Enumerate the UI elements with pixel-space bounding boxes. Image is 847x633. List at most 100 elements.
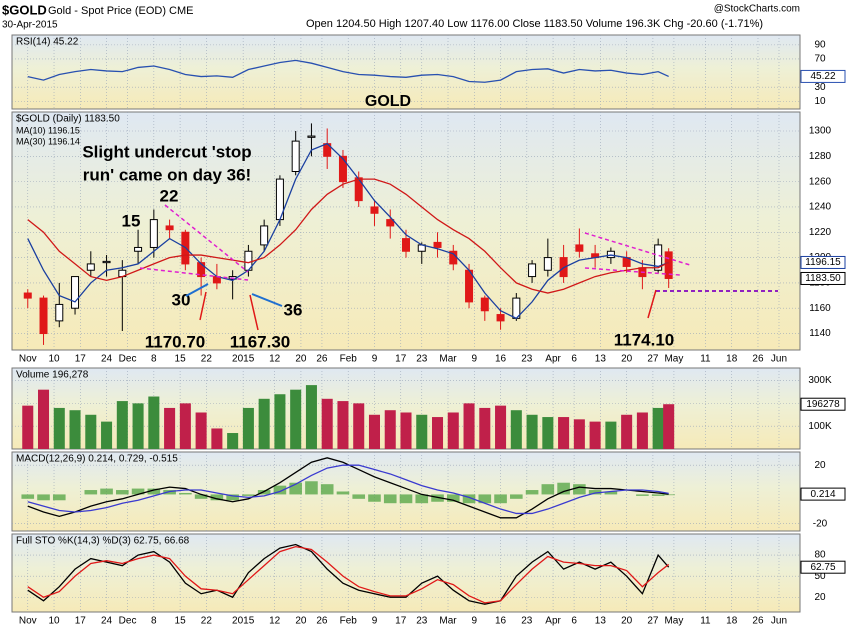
- x-tick-label: 12: [269, 354, 281, 365]
- histogram-bar: [494, 494, 507, 504]
- histogram-bar: [100, 488, 113, 495]
- volume-bar: [353, 403, 365, 449]
- panel-title: MACD(12,26,9) 0.214, 0.729, -0.515: [16, 454, 178, 465]
- volume-bar: [463, 403, 475, 449]
- panel-title: RSI(14) 45.22: [16, 37, 79, 48]
- volume-bar: [432, 417, 444, 449]
- histogram-bar: [320, 484, 334, 495]
- x-tick-label: 12: [269, 616, 281, 627]
- volume-bar: [38, 389, 50, 449]
- volume-bar: [148, 396, 160, 449]
- x-tick-label: 13: [595, 354, 607, 365]
- x-tick-label: 26: [316, 354, 328, 365]
- histogram-bar: [651, 494, 665, 496]
- x-tick-label: 6: [571, 354, 577, 365]
- last-value-label: 45.22: [810, 71, 835, 82]
- volume-bar: [663, 404, 675, 449]
- volume-bar: [337, 401, 349, 449]
- candle-body: [664, 251, 673, 279]
- volume-bar: [274, 394, 286, 449]
- panel-title: Volume 196,278: [16, 370, 89, 381]
- candle-body: [23, 292, 32, 299]
- x-tick-label: 26: [316, 616, 328, 627]
- candle-body: [465, 269, 474, 303]
- histogram-bar: [399, 494, 413, 504]
- annotation: Slight undercut 'stop: [82, 142, 251, 161]
- annotation: 15: [122, 211, 141, 230]
- y-tick-label: 1300: [809, 126, 832, 137]
- x-tick-label: 20: [295, 616, 307, 627]
- x-tick-label: 8: [151, 354, 157, 365]
- volume-bar: [101, 421, 113, 449]
- series-line: [27, 457, 669, 519]
- candle-body: [197, 262, 206, 278]
- series-line: [27, 178, 669, 294]
- y-tick-label: 50: [814, 571, 826, 582]
- histogram-bar: [446, 494, 460, 502]
- histogram-bar: [478, 494, 492, 504]
- histogram-bar: [525, 490, 539, 495]
- candle-body: [291, 140, 300, 172]
- x-tick-label: 2015: [232, 616, 255, 627]
- histogram-bar: [415, 494, 429, 504]
- volume-bar: [416, 414, 428, 449]
- volume-bar: [227, 433, 239, 449]
- x-tick-label: 23: [416, 616, 428, 627]
- volume-bar: [242, 407, 254, 449]
- x-tick-label: 10: [48, 354, 60, 365]
- x-tick-label: 26: [752, 616, 764, 627]
- volume-bar: [479, 407, 491, 449]
- last-value-box: [800, 397, 846, 411]
- x-tick-label: Jun: [771, 616, 787, 627]
- volume-bar: [621, 414, 633, 449]
- histogram-bar: [21, 494, 35, 499]
- volume-bar: [290, 389, 302, 449]
- x-tick-label: 9: [372, 354, 378, 365]
- x-tick-label: 26: [752, 354, 764, 365]
- volume-bar: [179, 403, 191, 449]
- x-tick-label: Nov: [19, 616, 37, 627]
- legend-entry: MA(10) 1196.15: [16, 125, 80, 135]
- x-tick-label: Mar: [439, 616, 457, 627]
- histogram-bar: [636, 494, 649, 496]
- volume-bar: [400, 412, 412, 449]
- last-value-label: 62.75: [810, 562, 835, 573]
- x-tick-label: 13: [595, 616, 607, 627]
- last-value-label: 1183.50: [805, 273, 841, 284]
- x-tick-label: 24: [101, 616, 113, 627]
- volume-bar: [605, 421, 617, 449]
- x-tick-label: Apr: [545, 616, 561, 627]
- candle-body: [433, 241, 442, 248]
- volume-bar: [132, 403, 144, 449]
- volume-bar: [368, 414, 380, 449]
- volume-bar: [22, 405, 34, 449]
- volume-bar: [495, 405, 507, 449]
- volume-bar: [305, 385, 317, 449]
- histogram-bar: [557, 482, 570, 495]
- x-tick-label: 27: [647, 354, 659, 365]
- annotation: GOLD: [365, 93, 411, 110]
- histogram-bar: [431, 494, 444, 502]
- histogram-bar: [336, 491, 350, 495]
- volume-bar: [636, 412, 648, 449]
- histogram-bar: [588, 490, 602, 495]
- candle-body: [528, 263, 537, 278]
- histogram-bar: [573, 484, 586, 495]
- candle-body: [543, 257, 552, 271]
- drawings: [139, 204, 778, 331]
- histogram-bar: [383, 494, 397, 504]
- y-tick-label: 90: [814, 40, 826, 51]
- y-tick-label: 20: [814, 460, 826, 471]
- annotation: 1167.30: [230, 332, 291, 351]
- annotation: 36: [284, 300, 303, 319]
- x-tick-label: May: [664, 354, 683, 365]
- x-tick-label: 20: [621, 354, 633, 365]
- x-tick-label: May: [664, 616, 683, 627]
- candle-body: [370, 206, 379, 214]
- x-tick-label: 15: [175, 354, 187, 365]
- volume-bar: [164, 407, 176, 449]
- candle-body: [354, 177, 363, 202]
- x-tick-label: 17: [75, 616, 87, 627]
- x-tick-label: Feb: [340, 354, 358, 365]
- x-tick-label: 8: [151, 616, 157, 627]
